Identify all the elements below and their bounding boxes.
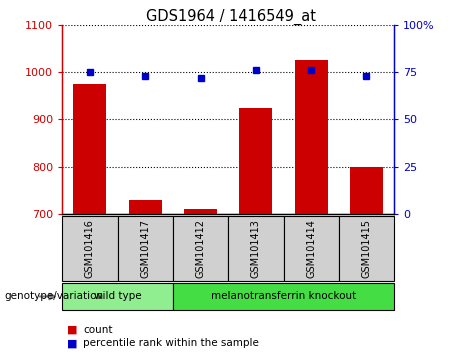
Bar bbox=[339, 216, 394, 281]
Bar bbox=[284, 216, 339, 281]
Bar bbox=[62, 283, 173, 310]
Text: GSM101413: GSM101413 bbox=[251, 219, 261, 278]
Bar bbox=[228, 216, 284, 281]
Text: GSM101416: GSM101416 bbox=[85, 219, 95, 278]
Text: ■: ■ bbox=[67, 338, 77, 348]
Text: count: count bbox=[83, 325, 112, 335]
Bar bbox=[239, 108, 272, 214]
Text: GSM101412: GSM101412 bbox=[195, 219, 206, 278]
Bar bbox=[173, 283, 394, 310]
Bar bbox=[73, 84, 106, 214]
Text: GSM101417: GSM101417 bbox=[140, 219, 150, 278]
Bar bbox=[350, 167, 383, 214]
Bar bbox=[62, 216, 118, 281]
Text: ■: ■ bbox=[67, 325, 77, 335]
Text: melanotransferrin knockout: melanotransferrin knockout bbox=[211, 291, 356, 302]
Bar bbox=[184, 210, 217, 214]
Bar bbox=[118, 216, 173, 281]
Text: genotype/variation: genotype/variation bbox=[5, 291, 104, 302]
Text: GSM101415: GSM101415 bbox=[361, 219, 372, 278]
Text: percentile rank within the sample: percentile rank within the sample bbox=[83, 338, 259, 348]
Bar bbox=[173, 216, 228, 281]
Text: GSM101414: GSM101414 bbox=[306, 219, 316, 278]
Bar bbox=[295, 60, 328, 214]
Bar bbox=[129, 200, 162, 214]
Text: wild type: wild type bbox=[94, 291, 142, 302]
Text: GDS1964 / 1416549_at: GDS1964 / 1416549_at bbox=[146, 9, 315, 25]
